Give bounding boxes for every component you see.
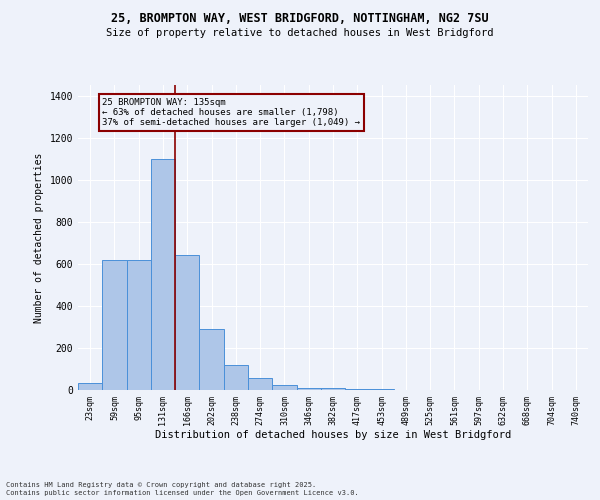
Bar [151, 158, 175, 390]
Bar [248, 378, 272, 390]
Bar [224, 365, 248, 390]
Text: Contains public sector information licensed under the Open Government Licence v3: Contains public sector information licen… [6, 490, 359, 496]
X-axis label: Distribution of detached houses by size in West Bridgford: Distribution of detached houses by size … [155, 430, 511, 440]
Bar [321, 388, 345, 390]
Bar [78, 382, 102, 390]
Bar [272, 384, 296, 390]
Text: 25, BROMPTON WAY, WEST BRIDGFORD, NOTTINGHAM, NG2 7SU: 25, BROMPTON WAY, WEST BRIDGFORD, NOTTIN… [111, 12, 489, 26]
Y-axis label: Number of detached properties: Number of detached properties [34, 152, 44, 322]
Text: 25 BROMPTON WAY: 135sqm
← 63% of detached houses are smaller (1,798)
37% of semi: 25 BROMPTON WAY: 135sqm ← 63% of detache… [102, 98, 360, 128]
Bar [296, 388, 321, 390]
Bar [127, 260, 151, 390]
Bar [345, 389, 370, 390]
Bar [370, 389, 394, 390]
Text: Contains HM Land Registry data © Crown copyright and database right 2025.: Contains HM Land Registry data © Crown c… [6, 482, 316, 488]
Text: Size of property relative to detached houses in West Bridgford: Size of property relative to detached ho… [106, 28, 494, 38]
Bar [175, 256, 199, 390]
Bar [102, 260, 127, 390]
Bar [199, 329, 224, 390]
